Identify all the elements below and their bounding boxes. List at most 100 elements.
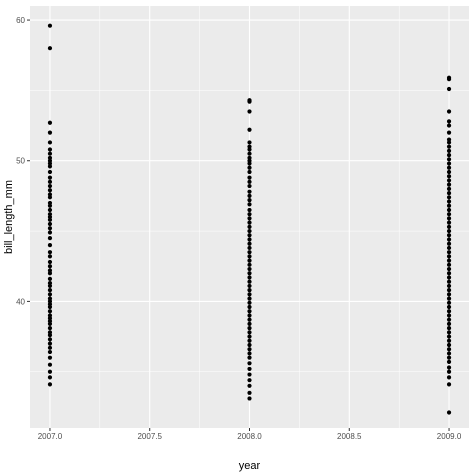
data-point <box>247 147 252 152</box>
x-axis: 2007.0 2007.5 2008.0 2008.5 2009.0 <box>38 428 462 441</box>
data-point <box>247 245 252 251</box>
data-point <box>247 292 252 297</box>
data-point <box>446 195 452 200</box>
data-point <box>446 258 452 263</box>
data-point <box>446 228 452 234</box>
data-point <box>446 355 452 360</box>
data-point <box>247 279 252 284</box>
data-point <box>247 237 252 242</box>
x-tick-label: 2008.0 <box>237 432 262 441</box>
data-point <box>47 175 53 180</box>
data-point <box>446 369 452 374</box>
data-point <box>47 120 53 125</box>
data-point <box>247 202 252 207</box>
data-point <box>47 362 53 367</box>
data-point <box>446 186 452 191</box>
data-point <box>47 259 53 265</box>
data-point <box>446 148 452 153</box>
data-point <box>446 216 452 221</box>
data-point <box>446 169 452 175</box>
data-point <box>47 288 53 293</box>
data-point <box>247 189 252 194</box>
data-point <box>47 304 53 310</box>
data-point <box>446 296 452 301</box>
data-point <box>446 245 452 251</box>
data-point <box>47 221 53 227</box>
data-point <box>47 164 53 169</box>
data-point <box>247 383 252 388</box>
data-point <box>446 271 452 276</box>
data-point <box>247 169 252 175</box>
data-point <box>446 351 452 356</box>
data-point <box>446 203 452 208</box>
data-point <box>47 337 53 342</box>
data-point <box>47 217 53 222</box>
data-point <box>247 347 252 352</box>
data-point <box>47 326 53 331</box>
data-point <box>446 237 452 242</box>
data-point <box>446 144 452 149</box>
data-point <box>446 123 452 128</box>
data-point <box>247 193 252 198</box>
data-point <box>247 288 252 293</box>
data-point <box>247 342 252 348</box>
data-point <box>47 341 53 346</box>
y-axis: 40 50 60 <box>16 16 30 306</box>
data-point <box>247 309 252 314</box>
data-point <box>446 275 452 280</box>
data-point <box>446 292 452 297</box>
data-point <box>47 271 53 276</box>
data-point <box>247 99 252 104</box>
data-point <box>47 151 53 156</box>
data-point <box>247 241 252 246</box>
data-point <box>446 220 452 225</box>
data-point <box>47 276 53 281</box>
data-point <box>247 254 252 259</box>
data-point <box>247 313 252 318</box>
data-point <box>47 188 53 193</box>
data-point <box>247 127 252 132</box>
x-axis-title: year <box>239 460 261 472</box>
data-point <box>47 321 53 327</box>
data-point <box>446 300 452 305</box>
data-point <box>247 300 252 305</box>
data-point <box>247 183 252 189</box>
data-point <box>247 296 252 301</box>
data-point <box>47 345 53 350</box>
data-point <box>446 182 452 187</box>
data-point <box>47 309 53 314</box>
data-point <box>446 317 452 322</box>
data-point <box>446 304 452 310</box>
data-point <box>446 313 452 318</box>
y-tick-label: 50 <box>16 157 25 166</box>
data-point <box>446 77 452 82</box>
data-point <box>247 151 252 156</box>
data-point <box>446 365 452 370</box>
data-point <box>446 262 452 267</box>
data-point <box>47 236 53 241</box>
data-point <box>247 161 252 166</box>
y-tick-label: 60 <box>16 16 25 25</box>
data-point <box>247 198 252 203</box>
data-point <box>247 317 252 322</box>
data-point <box>47 183 53 189</box>
data-point <box>247 330 252 335</box>
data-point <box>247 321 252 327</box>
data-point <box>446 342 452 348</box>
data-point <box>47 382 53 387</box>
data-point <box>247 175 252 180</box>
data-point <box>446 207 452 213</box>
data-point <box>446 382 452 387</box>
data-point <box>47 375 53 380</box>
data-point <box>446 190 452 196</box>
data-point <box>247 262 252 267</box>
data-point <box>247 220 252 225</box>
data-point <box>47 292 53 297</box>
data-point <box>247 258 252 263</box>
data-point <box>446 254 452 259</box>
data-point <box>446 241 452 246</box>
data-point <box>47 23 53 28</box>
data-point <box>247 304 252 310</box>
data-point <box>47 230 53 235</box>
